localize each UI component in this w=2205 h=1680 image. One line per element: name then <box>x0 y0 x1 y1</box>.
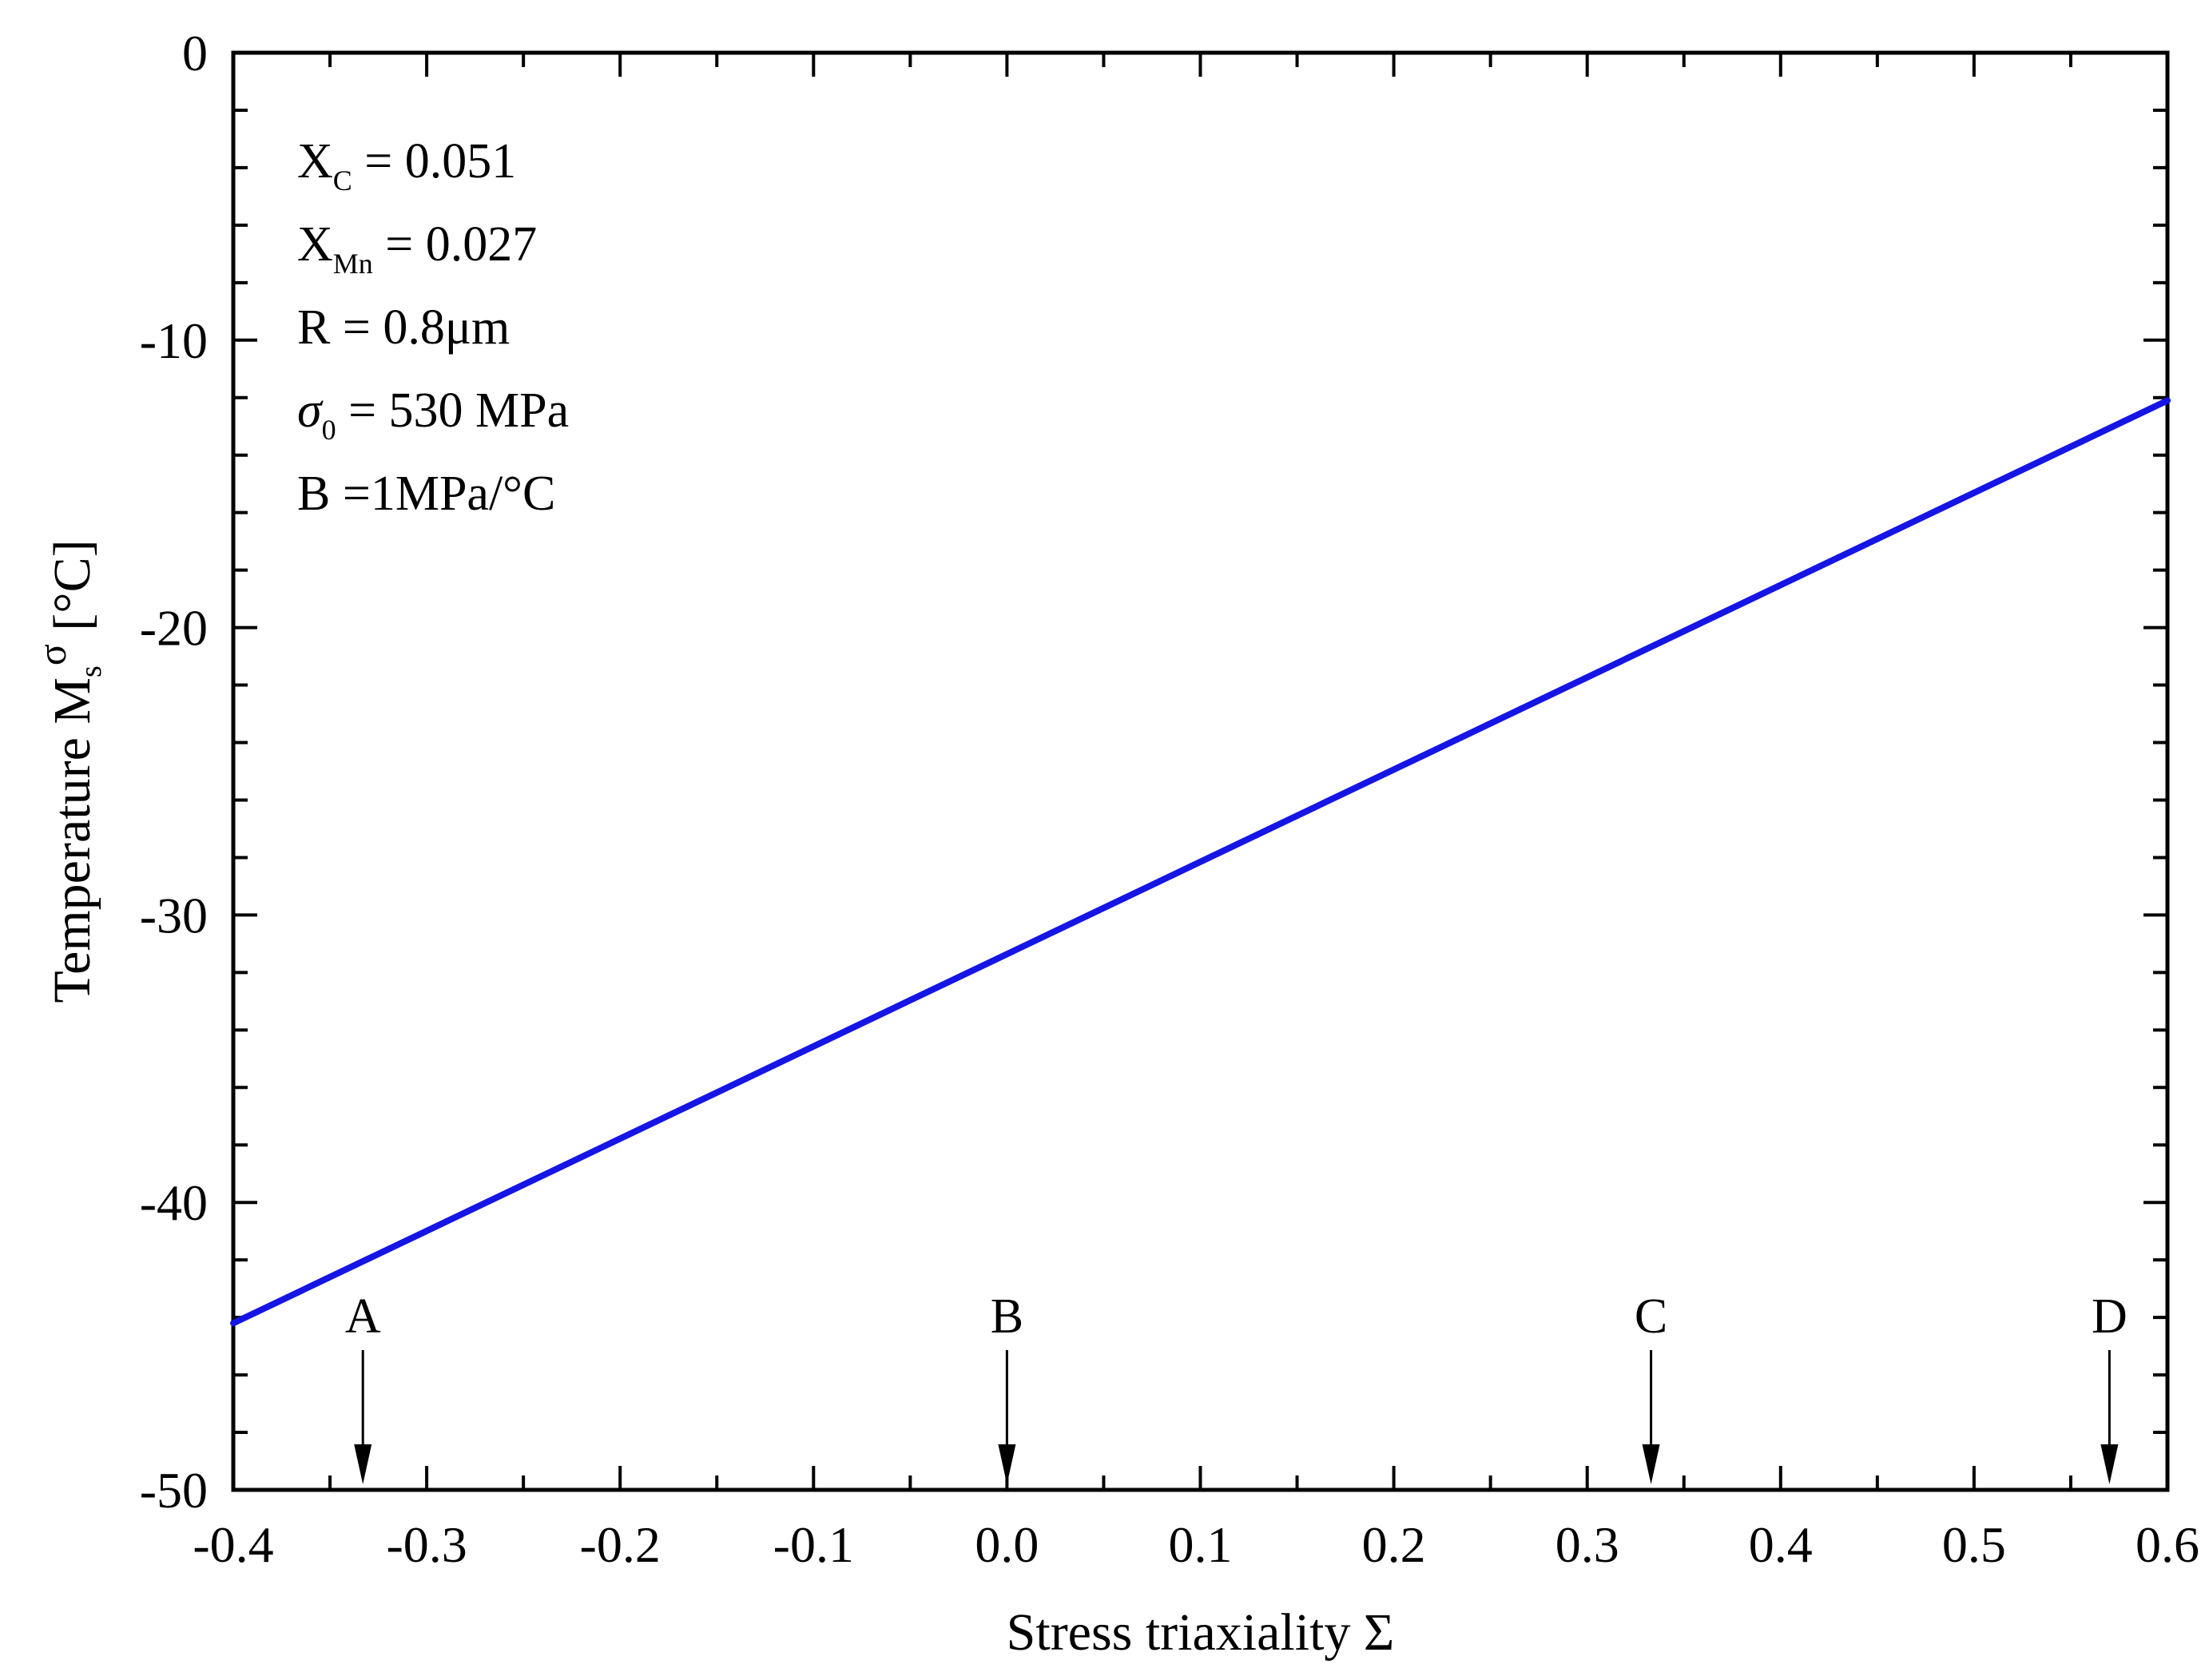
x-tick-label: 0.0 <box>975 1516 1039 1573</box>
x-axis-title: Stress triaxiality Σ <box>1007 1603 1395 1662</box>
x-tick-label: 0.6 <box>2135 1516 2199 1573</box>
y-tick-label: 0 <box>182 25 208 81</box>
annotation-line: σ0 = 530 MPa <box>297 383 569 446</box>
marker-arrow-head <box>354 1444 372 1484</box>
y-tick-label: -40 <box>140 1174 208 1231</box>
marker-arrow-head <box>1642 1444 1660 1484</box>
x-tick-label: -0.2 <box>580 1516 661 1573</box>
annotation-line: B =1MPa/°C <box>297 467 555 521</box>
marker-arrow-head <box>998 1444 1016 1484</box>
y-tick-label: -20 <box>140 600 208 657</box>
y-tick-label: -50 <box>140 1462 208 1519</box>
y-tick-label: -10 <box>140 312 208 369</box>
x-tick-label: -0.4 <box>193 1516 273 1573</box>
x-tick-label: 0.1 <box>1169 1516 1233 1573</box>
x-tick-label: -0.1 <box>773 1516 854 1573</box>
series-group <box>230 397 2171 1327</box>
annotation-block: XC = 0.051 XMn = 0.027 R = 0.8μm σ0 = 530 M… <box>297 134 569 521</box>
annotation-line: XC = 0.051 <box>297 134 516 197</box>
marker-label-C: C <box>1635 1289 1667 1344</box>
y-tick-label: -30 <box>140 887 208 943</box>
marker-label-B: B <box>991 1289 1023 1344</box>
x-tick-label: 0.2 <box>1362 1516 1426 1573</box>
x-tick-label: 0.4 <box>1749 1516 1813 1573</box>
y-axis-title: Temperature Msσ [°C] <box>30 539 108 1003</box>
axes-group: -0.4 -0.3 -0.2 -0.1 0.0 0.1 0.2 0.3 0.4 0.5 0.6 0 -1… <box>140 25 2199 1573</box>
x-tick-label: -0.3 <box>386 1516 467 1573</box>
markers-group: A B C D <box>345 1289 2128 1484</box>
x-tick-label: 0.5 <box>1942 1516 2006 1573</box>
series-line <box>230 397 2171 1327</box>
marker-label-A: A <box>345 1289 381 1344</box>
marker-label-D: D <box>2092 1289 2128 1344</box>
marker-arrow-head <box>2100 1444 2119 1484</box>
x-tick-label: 0.3 <box>1555 1516 1619 1573</box>
annotation-line: R = 0.8μm <box>297 300 510 355</box>
annotation-line: XMn = 0.027 <box>297 217 537 280</box>
